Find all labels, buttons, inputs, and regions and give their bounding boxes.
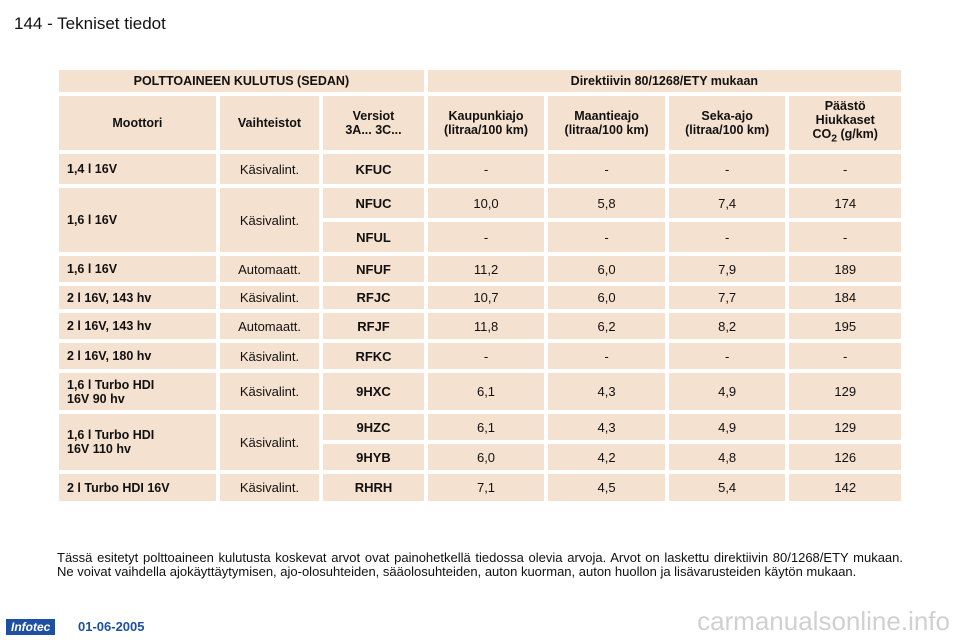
cell-mixed: 4,9 <box>668 373 786 410</box>
cell-highway: 4,5 <box>548 474 665 501</box>
cell-gearbox: Käsivalint. <box>219 286 320 309</box>
table-header-right: Direktiivin 80/1268/ETY mukaan <box>427 70 901 92</box>
cell-highway: 5,8 <box>548 188 665 218</box>
footer-date: 01-06-2005 <box>78 619 145 634</box>
col-header-motor: Moottori <box>59 96 216 150</box>
cell-version: NFUC <box>323 188 424 218</box>
cell-co2: 189 <box>789 256 901 282</box>
table-row: 2 l 16V, 143 hv Käsivalint. RFJC 10,7 6,… <box>59 286 901 309</box>
cell-mixed: 7,9 <box>668 256 786 282</box>
cell-motor: 1,6 l Turbo HDI 16V 90 hv <box>59 373 216 410</box>
cell-version: 9HYB <box>323 444 424 470</box>
table-row: 2 l Turbo HDI 16V Käsivalint. RHRH 7,1 4… <box>59 474 901 501</box>
cell-highway: 4,3 <box>548 414 665 440</box>
cell-gearbox: Käsivalint. <box>219 154 320 184</box>
cell-gearbox: Käsivalint. <box>219 373 320 410</box>
cell-city: 10,7 <box>427 286 545 309</box>
cell-co2: 195 <box>789 313 901 339</box>
cell-city: 11,8 <box>427 313 545 339</box>
cell-highway: 6,2 <box>548 313 665 339</box>
col-header-version: Versiot 3A... 3C... <box>323 96 424 150</box>
cell-motor: 1,6 l 16V <box>59 256 216 282</box>
cell-mixed: - <box>668 343 786 369</box>
cell-co2: 126 <box>789 444 901 470</box>
cell-version: NFUL <box>323 222 424 252</box>
cell-motor: 2 l 16V, 143 hv <box>59 286 216 309</box>
cell-co2: 129 <box>789 414 901 440</box>
cell-version: KFUC <box>323 154 424 184</box>
cell-motor: 2 l 16V, 180 hv <box>59 343 216 369</box>
table-row: 2 l 16V, 180 hv Käsivalint. RFKC - - - - <box>59 343 901 369</box>
col-header-city: Kaupunkiajo (litraa/100 km) <box>427 96 545 150</box>
cell-co2: 184 <box>789 286 901 309</box>
cell-motor: 1,6 l 16V <box>59 188 216 252</box>
table-row: 1,6 l 16V Automaatt. NFUF 11,2 6,0 7,9 1… <box>59 256 901 282</box>
cell-version: NFUF <box>323 256 424 282</box>
cell-gearbox: Automaatt. <box>219 256 320 282</box>
table-row: 9HYB 6,0 4,2 4,8 126 <box>59 444 901 470</box>
cell-version: RFKC <box>323 343 424 369</box>
col-header-mixed: Seka-ajo (litraa/100 km) <box>668 96 786 150</box>
cell-mixed: 7,7 <box>668 286 786 309</box>
cell-gearbox: Käsivalint. <box>219 343 320 369</box>
table-row: 1,6 l 16V Käsivalint. NFUC 10,0 5,8 7,4 … <box>59 188 901 252</box>
col-header-highway: Maantieajo (litraa/100 km) <box>548 96 665 150</box>
table-row: NFUL - - - - <box>59 222 901 252</box>
cell-highway: 6,0 <box>548 286 665 309</box>
cell-city: 10,0 <box>427 188 545 218</box>
col-header-co2: Päästö Hiukkaset CO2 (g/km) <box>789 96 901 150</box>
cell-version: RHRH <box>323 474 424 501</box>
cell-highway: - <box>548 154 665 184</box>
cell-co2: 129 <box>789 373 901 410</box>
cell-mixed: 7,4 <box>668 188 786 218</box>
cell-co2: - <box>789 343 901 369</box>
cell-gearbox: Käsivalint. <box>219 188 320 252</box>
table-row: 1,6 l Turbo HDI 16V 110 hv Käsivalint. 9H… <box>59 414 901 470</box>
fuel-consumption-table: POLTTOAINEEN KULUTUS (SEDAN) Direktiivin… <box>55 66 905 505</box>
cell-motor: 1,6 l Turbo HDI 16V 110 hv <box>59 414 216 470</box>
cell-mixed: - <box>668 154 786 184</box>
cell-mixed: 4,9 <box>668 414 786 440</box>
cell-city: 6,1 <box>427 373 545 410</box>
cell-motor: 2 l 16V, 143 hv <box>59 313 216 339</box>
cell-highway: 4,2 <box>548 444 665 470</box>
table-row: 2 l 16V, 143 hv Automaatt. RFJF 11,8 6,2… <box>59 313 901 339</box>
page-title: 144 - Tekniset tiedot <box>14 14 166 33</box>
cell-highway: - <box>548 343 665 369</box>
cell-city: 6,1 <box>427 414 545 440</box>
cell-co2: - <box>789 222 901 252</box>
cell-city: 11,2 <box>427 256 545 282</box>
cell-city: - <box>427 154 545 184</box>
cell-city: 6,0 <box>427 444 545 470</box>
cell-highway: 4,3 <box>548 373 665 410</box>
cell-version: RFJF <box>323 313 424 339</box>
cell-city: 7,1 <box>427 474 545 501</box>
cell-motor: 1,4 l 16V <box>59 154 216 184</box>
cell-version: 9HXC <box>323 373 424 410</box>
infotec-logo: Infotec <box>6 619 56 635</box>
cell-gearbox: Automaatt. <box>219 313 320 339</box>
cell-highway: - <box>548 222 665 252</box>
cell-mixed: 4,8 <box>668 444 786 470</box>
table-row: 1,4 l 16V Käsivalint. KFUC - - - - <box>59 154 901 184</box>
col-header-gearbox: Vaihteistot <box>219 96 320 150</box>
cell-version: RFJC <box>323 286 424 309</box>
cell-gearbox: Käsivalint. <box>219 474 320 501</box>
cell-gearbox: Käsivalint. <box>219 414 320 470</box>
footnote: Tässä esitetyt polttoaineen kulutusta ko… <box>57 550 903 579</box>
cell-version: 9HZC <box>323 414 424 440</box>
cell-mixed: 5,4 <box>668 474 786 501</box>
table-row: 1,6 l Turbo HDI 16V 90 hv Käsivalint. 9HX… <box>59 373 901 410</box>
cell-co2: 142 <box>789 474 901 501</box>
cell-motor: 2 l Turbo HDI 16V <box>59 474 216 501</box>
cell-mixed: - <box>668 222 786 252</box>
table-header-left: POLTTOAINEEN KULUTUS (SEDAN) <box>59 70 424 92</box>
cell-city: - <box>427 222 545 252</box>
cell-co2: - <box>789 154 901 184</box>
cell-city: - <box>427 343 545 369</box>
cell-co2: 174 <box>789 188 901 218</box>
cell-highway: 6,0 <box>548 256 665 282</box>
watermark: carmanualsonline.info <box>697 606 950 636</box>
cell-mixed: 8,2 <box>668 313 786 339</box>
